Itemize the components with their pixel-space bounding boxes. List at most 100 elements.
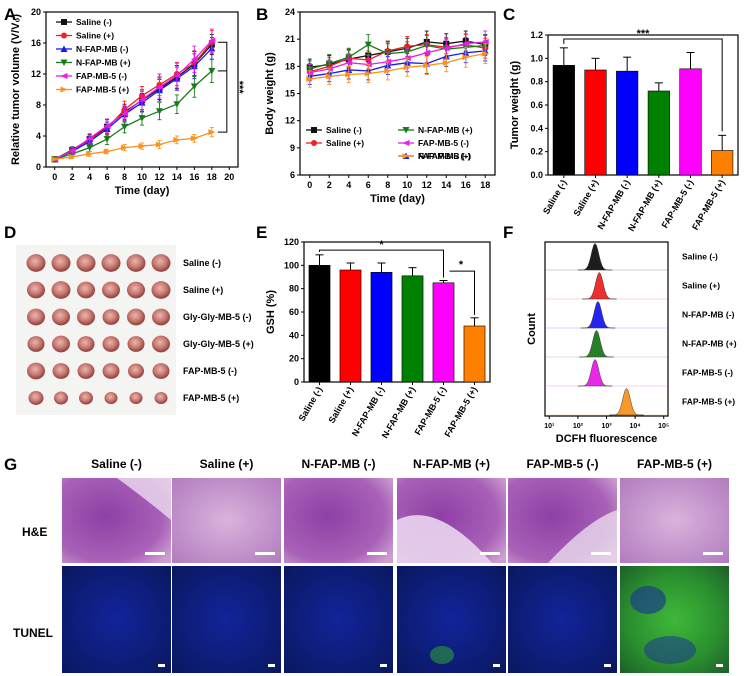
- data-point: [345, 71, 353, 78]
- tumor: [102, 363, 120, 379]
- significance-bracket: [319, 249, 444, 278]
- scale-bar: [255, 552, 275, 555]
- y-tick-label: 16: [31, 38, 41, 48]
- significance-label: *: [379, 239, 384, 251]
- legend-label: Saline (+): [326, 138, 364, 148]
- tumor: [126, 254, 146, 272]
- tumor: [76, 254, 96, 272]
- bar: [679, 68, 702, 176]
- significance-label: ***: [637, 28, 651, 40]
- x-tick-label: Saline (-): [541, 178, 569, 216]
- row-label-tunel: TUNEL: [13, 626, 53, 640]
- data-point: [306, 76, 314, 83]
- y-axis-label: GSH (%): [265, 290, 277, 334]
- data-point: [345, 59, 353, 66]
- tumor: [127, 281, 145, 299]
- x-tick-label: 0: [307, 180, 312, 190]
- x-tick-label: 10¹: [544, 423, 555, 430]
- tumor: [27, 308, 45, 326]
- x-tick-label: FAP-MB-5 (-): [413, 385, 449, 437]
- x-tick-label: FAP-MB-5 (+): [690, 178, 727, 232]
- bar: [584, 69, 607, 176]
- tumor: [154, 391, 168, 405]
- data-point: [51, 156, 59, 163]
- y-tick-label: 1.2: [530, 30, 543, 40]
- data-point: [384, 67, 392, 74]
- panel-g-histology: Saline (-) Saline (+) N-FAP-MB (-) N-FAP-MB…: [13, 457, 729, 673]
- x-axis-label: Time (day): [115, 185, 170, 197]
- series-fap-mb-5-: [51, 28, 216, 163]
- y-tick-label: 0.6: [530, 100, 543, 110]
- panel-letter-d: D: [4, 223, 16, 242]
- column-header: FAP-MB-5 (+): [637, 457, 712, 471]
- plot-frame: [547, 34, 739, 176]
- tumor: [27, 281, 45, 299]
- panel-e-chart: 0 20 40 60 80 100 120 GSH (%) Saline (-) Saline (…: [265, 237, 491, 440]
- tumor: [52, 363, 70, 379]
- legend-entry: Saline (+): [306, 138, 364, 148]
- scale-bar: [604, 664, 611, 667]
- scale-bar: [716, 664, 723, 667]
- y-tick-label: 24: [285, 7, 295, 17]
- data-point: [138, 143, 146, 150]
- x-tick-label: 16: [189, 172, 199, 182]
- legend-marker: [402, 153, 410, 159]
- tumor: [52, 308, 70, 326]
- scale-bar: [480, 552, 500, 555]
- x-tick-label: 12: [154, 172, 164, 182]
- tumor-row-label: Gly-Gly-MB-5 (+): [183, 339, 254, 349]
- legend-marker: [60, 73, 68, 79]
- tumor: [27, 362, 45, 380]
- tumor: [54, 391, 68, 405]
- panel-a-chart: 0 2 4 6 8 10 12 14 16 18 20 0 4 8 12 16 20 Time (day) Rela…: [10, 7, 245, 197]
- y-tick-label: 15: [285, 89, 295, 99]
- data-point: [155, 84, 163, 91]
- data-point: [138, 115, 146, 122]
- x-tick-label: 20: [224, 172, 234, 182]
- x-tick-label: 14: [441, 180, 451, 190]
- y-tick-label: 8: [36, 100, 41, 110]
- data-point: [481, 50, 489, 57]
- series-line: [309, 50, 486, 77]
- tumor: [77, 281, 95, 299]
- data-point: [103, 148, 111, 155]
- he-tissue-edge: [397, 515, 492, 563]
- x-tick-label: 2: [327, 180, 332, 190]
- data-point: [121, 123, 129, 131]
- y-tick-label: 18: [285, 61, 295, 71]
- column-header: Saline (+): [200, 457, 254, 471]
- histogram-area: [577, 358, 613, 387]
- column-header: Saline (-): [91, 457, 142, 471]
- x-tick-label: Saline (+): [571, 178, 600, 218]
- histogram-label: FAP-MB-5 (-): [682, 368, 733, 378]
- he-image: [284, 478, 393, 563]
- y-tick-label: 60: [289, 307, 299, 317]
- histogram-label: N-FAP-MB (-): [682, 310, 735, 320]
- legend-label: N-FAP-MB (-): [76, 44, 129, 54]
- data-point: [86, 135, 94, 142]
- panel-d-photo: Saline (-) Saline (+) Gly-Gly-MB-5 (-) Gly-…: [16, 245, 254, 415]
- histogram-label: FAP-MB-5 (+): [682, 397, 735, 407]
- tumor: [128, 363, 144, 379]
- data-point: [325, 73, 333, 80]
- tumor: [127, 336, 145, 352]
- legend-marker: [60, 86, 68, 93]
- x-tick-label: N-FAP-MB (-): [595, 178, 631, 231]
- y-tick-label: 12: [285, 116, 295, 126]
- data-point: [208, 129, 216, 136]
- tumor: [101, 254, 121, 272]
- legend-entry: Saline (-): [56, 17, 112, 27]
- tumor: [52, 335, 70, 353]
- tumor: [77, 363, 95, 379]
- data-point: [442, 59, 450, 66]
- tumor: [102, 336, 120, 352]
- legend-marker: [61, 19, 67, 25]
- tunel-image: [284, 566, 393, 673]
- bar: [370, 272, 393, 383]
- x-axis-label: Time (day): [370, 193, 425, 205]
- bar: [711, 150, 734, 176]
- data-point: [121, 110, 129, 117]
- x-tick-label: FAP-MB-5 (-): [660, 178, 696, 230]
